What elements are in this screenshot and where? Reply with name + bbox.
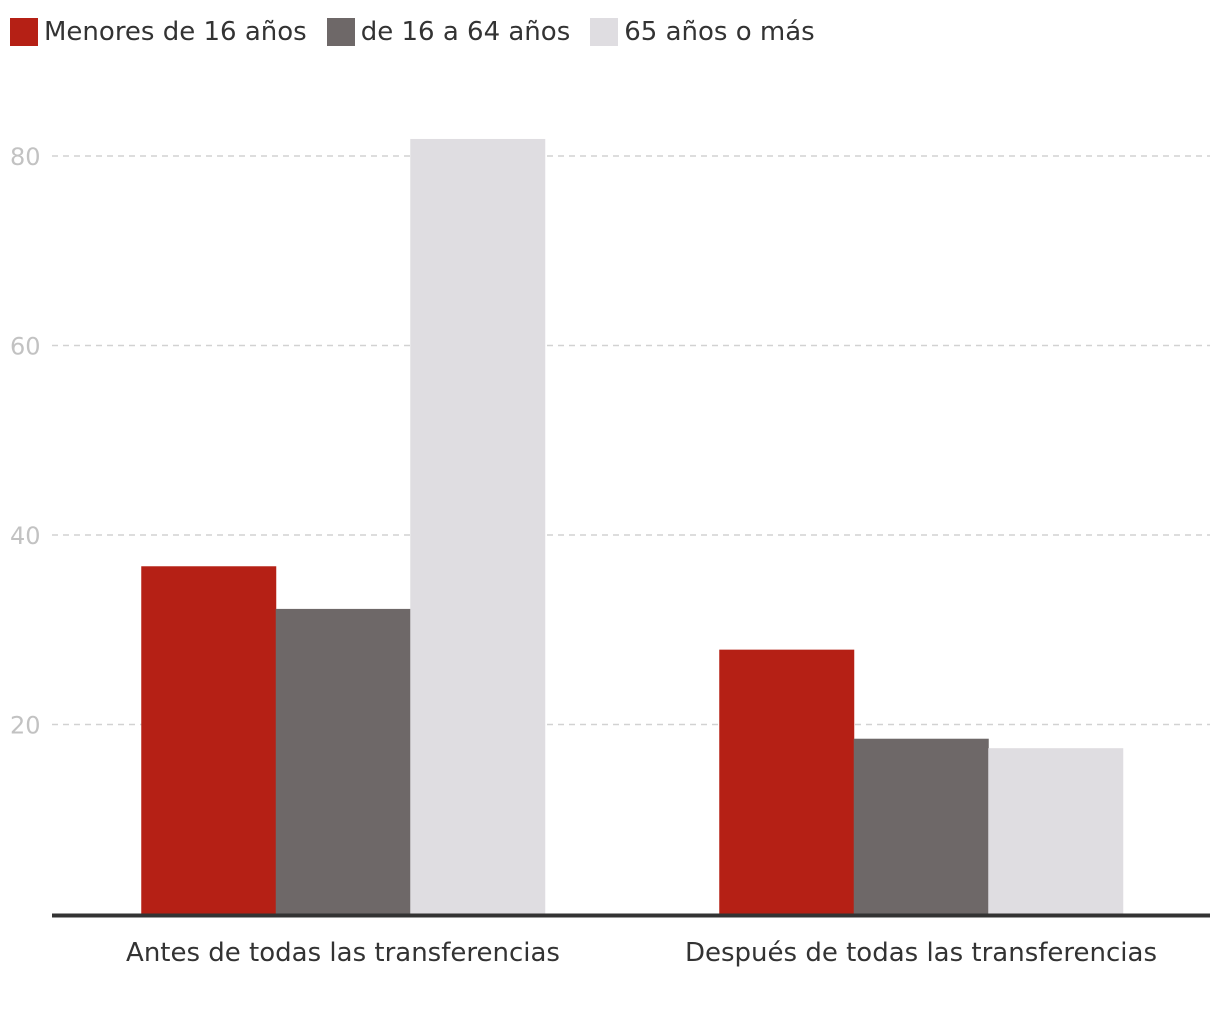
y-tick-label-20: 20 (10, 712, 41, 740)
legend-swatch-menores (10, 18, 38, 46)
legend-label-16-64: de 16 a 64 años (360, 17, 571, 47)
bar-1-0 (719, 649, 855, 914)
y-tick-label-60: 60 (10, 333, 41, 361)
y-tick-label-40: 40 (10, 522, 41, 550)
legend: Menores de 16 años de 16 a 64 años 65 añ… (10, 14, 835, 50)
bar-0-1 (275, 608, 411, 914)
legend-item-16-64: de 16 a 64 años (326, 17, 571, 47)
legend-label-menores: Menores de 16 años (44, 17, 307, 47)
bar-1-1 (853, 738, 989, 914)
x-category-label-0: Antes de todas las transferencias (126, 938, 560, 968)
x-category-label-1: Después de todas las transferencias (685, 938, 1157, 968)
legend-swatch-65-mas (590, 18, 619, 46)
bar-0-2 (410, 138, 546, 914)
bar-1-2 (988, 748, 1124, 914)
legend-label-65-mas: 65 años o más (624, 17, 815, 47)
bar-0-0 (141, 566, 277, 914)
y-tick-label-80: 80 (10, 143, 41, 171)
legend-item-menores: Menores de 16 años (10, 17, 307, 47)
legend-swatch-16-64 (326, 18, 355, 46)
legend-item-65-mas: 65 años o más (590, 17, 815, 47)
